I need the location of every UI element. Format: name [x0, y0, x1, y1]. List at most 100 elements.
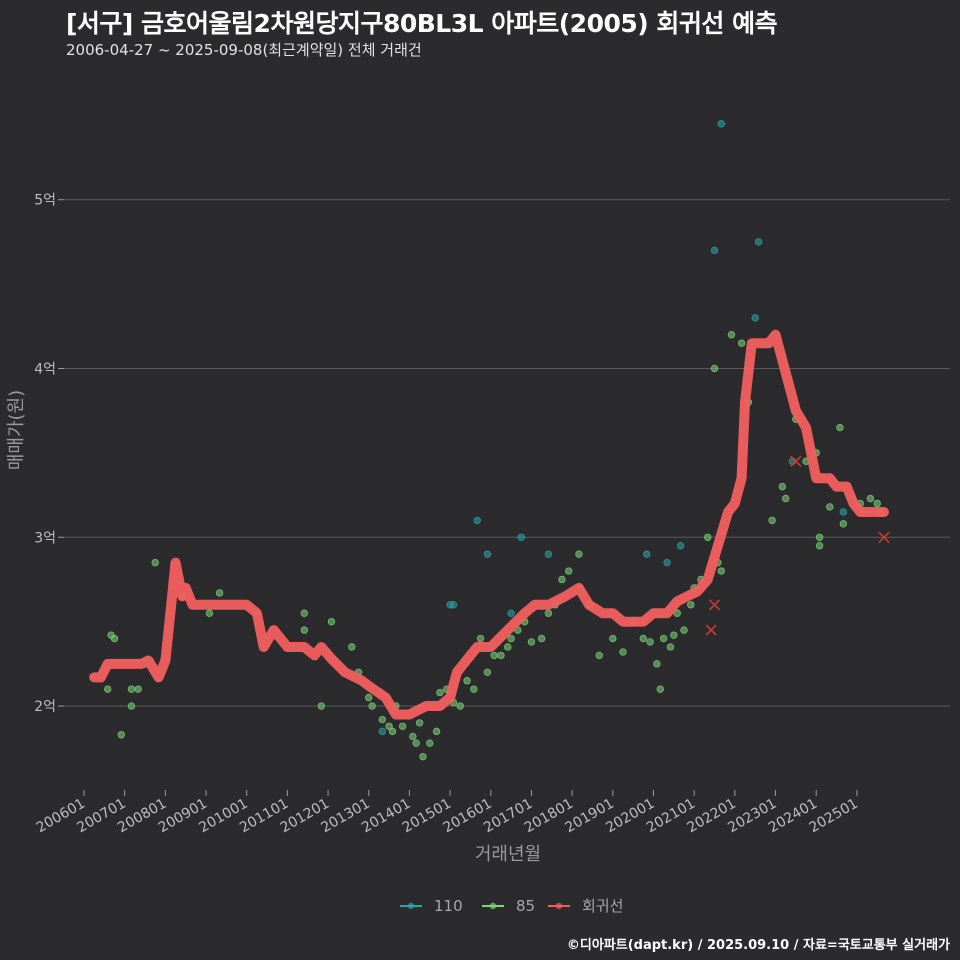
data-point-110 — [544, 550, 553, 558]
data-point-110 — [643, 550, 651, 558]
data-point-110 — [754, 238, 763, 246]
y-axis-ticks: 2억 3억 4억 5억 — [34, 193, 56, 715]
data-point-110 — [473, 516, 481, 525]
data-point-110 — [663, 558, 671, 567]
legend-label: 회귀선 — [582, 897, 623, 915]
data-point-85 — [463, 677, 471, 685]
data-point-110 — [507, 609, 515, 617]
data-point-85 — [470, 685, 478, 693]
data-point-85 — [595, 651, 603, 660]
data-point-85 — [537, 634, 546, 643]
data-point-110 — [717, 120, 725, 128]
data-point-85 — [673, 609, 681, 617]
data-point-85 — [409, 732, 417, 741]
x-axis-ticks: 2006012007012008012009012010012011012012… — [34, 790, 861, 836]
y-tick-label: 2억 — [34, 699, 56, 715]
data-point-85 — [151, 558, 159, 567]
data-point-85 — [483, 668, 492, 676]
data-point-85 — [653, 660, 661, 668]
data-point-110 — [378, 727, 387, 736]
data-point-85 — [365, 693, 373, 702]
data-point-85 — [717, 567, 725, 575]
data-point-85 — [419, 752, 427, 761]
data-point-85 — [656, 685, 664, 693]
data-point-110 — [839, 508, 848, 516]
data-point-85 — [680, 626, 688, 634]
data-point-85 — [670, 631, 678, 639]
data-point-85 — [815, 542, 824, 550]
legend-item-110: 110 — [400, 897, 463, 915]
data-point-85 — [497, 651, 505, 660]
data-point-85 — [826, 503, 834, 511]
data-point-85 — [836, 423, 844, 432]
legend: 110 85 회귀선 — [400, 897, 623, 915]
data-point-85 — [727, 331, 736, 339]
legend-item-회귀선: 회귀선 — [548, 897, 623, 915]
grid-lines — [58, 199, 950, 707]
data-point-85 — [476, 634, 485, 643]
data-point-85 — [415, 719, 424, 727]
data-point-85 — [558, 575, 566, 584]
data-point-85 — [710, 364, 719, 373]
data-point-85 — [873, 499, 881, 508]
data-point-85 — [781, 494, 790, 503]
data-point-85 — [327, 617, 336, 626]
data-point-85 — [704, 533, 712, 541]
legend-swatch-dot — [555, 902, 563, 910]
data-point-85 — [527, 638, 536, 646]
data-point-85 — [778, 482, 787, 491]
data-point-85 — [544, 609, 553, 617]
y-tick-label: 3억 — [34, 530, 56, 546]
data-point-85 — [504, 643, 512, 651]
data-point-85 — [575, 550, 583, 558]
data-point-85 — [385, 722, 393, 731]
data-point-85 — [348, 643, 356, 651]
x-marker-stroke — [790, 455, 802, 467]
regression-line — [89, 329, 889, 720]
data-point-110 — [710, 246, 719, 255]
data-point-85 — [646, 638, 654, 646]
data-point-85 — [737, 339, 746, 347]
data-point-85 — [412, 739, 420, 747]
data-point-85 — [639, 634, 648, 643]
data-point-85 — [839, 520, 848, 528]
scatter-points — [104, 120, 885, 761]
legend-label: 110 — [434, 897, 463, 915]
data-point-85 — [368, 702, 376, 710]
data-point-85 — [378, 715, 387, 724]
data-point-85 — [659, 634, 668, 643]
x-marker — [708, 599, 721, 611]
data-point-110 — [449, 601, 458, 609]
data-point-85 — [117, 731, 125, 739]
data-point-85 — [432, 727, 441, 736]
data-point-110 — [483, 550, 492, 558]
x-marker-stroke — [878, 531, 890, 543]
x-marker — [790, 455, 802, 467]
regression-line-path — [89, 329, 889, 720]
y-axis-title: 매매가(원) — [6, 390, 27, 470]
data-point-85 — [619, 648, 627, 656]
data-point-85 — [104, 685, 112, 693]
data-point-85 — [666, 643, 675, 651]
legend-swatch-dot — [407, 902, 415, 910]
x-marker-stroke — [708, 599, 721, 611]
data-point-85 — [426, 739, 434, 747]
chart-title: [서구] 금호어울림2차원당지구80BL3L 아파트(2005) 회귀선 예측 — [66, 9, 778, 38]
data-point-110 — [517, 533, 525, 541]
data-point-85 — [687, 601, 695, 609]
data-point-85 — [300, 609, 309, 617]
data-point-85 — [388, 727, 397, 736]
x-axis-title: 거래년월 — [475, 844, 541, 865]
y-tick-label: 5억 — [34, 193, 56, 209]
data-point-85 — [127, 685, 136, 693]
data-point-85 — [300, 626, 309, 634]
outlier-markers — [705, 455, 890, 636]
x-marker — [878, 531, 890, 543]
data-point-85 — [436, 688, 444, 697]
data-point-110 — [751, 314, 759, 322]
data-point-85 — [866, 494, 875, 503]
data-point-85 — [317, 702, 325, 710]
data-point-85 — [490, 651, 498, 660]
data-point-85 — [215, 589, 224, 597]
data-point-85 — [127, 702, 136, 710]
